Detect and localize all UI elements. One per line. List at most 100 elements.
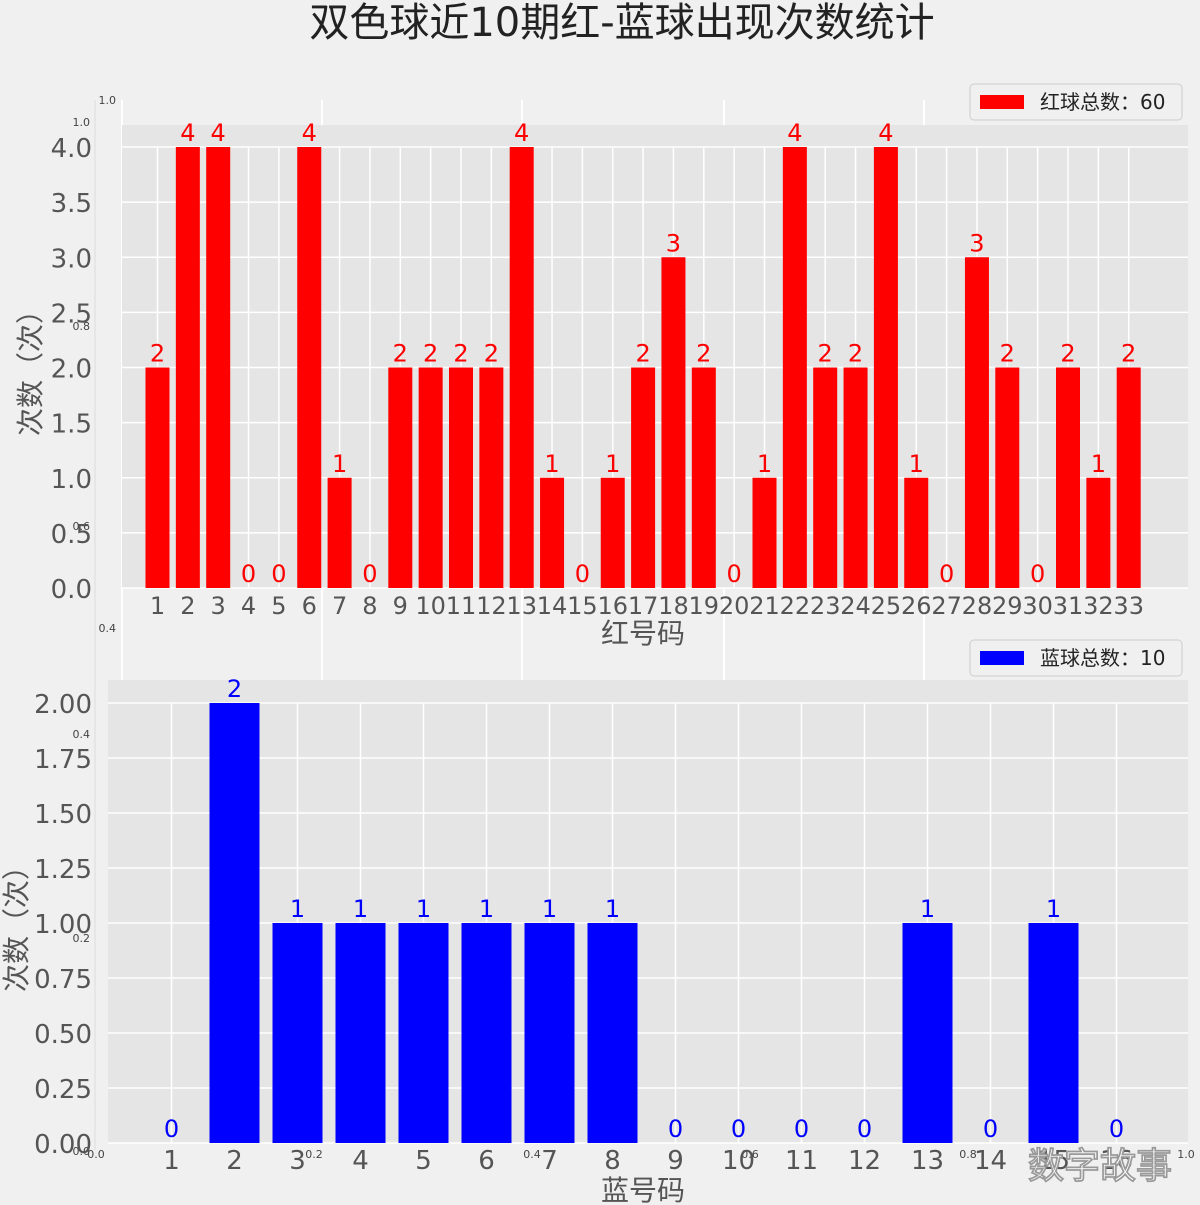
bar: [1028, 923, 1079, 1143]
ghost-y-tick: 1.0: [73, 116, 91, 129]
y-tick-label: 1.75: [34, 745, 92, 775]
figure-title: 双色球近10期红-蓝球出现次数统计: [309, 0, 934, 46]
red-x-axis-label: 红号码: [601, 617, 685, 650]
data-label: 2: [484, 340, 499, 368]
y-tick-label: 1.0: [51, 465, 92, 495]
data-label: 1: [1046, 895, 1061, 923]
red-legend-label: 红球总数：60: [1040, 90, 1165, 114]
x-tick-label: 16: [597, 592, 628, 620]
blue-x-ticks: 1 2 3 4 5 6 7 8 9 10 11 12 13 14 15 16: [163, 1146, 1133, 1176]
data-label: 1: [605, 450, 620, 478]
bar: [388, 367, 413, 588]
bar: [995, 367, 1020, 588]
bar: [1116, 367, 1141, 588]
data-label: 1: [920, 895, 935, 923]
ghost-x-tick: 0.6: [741, 1148, 759, 1161]
x-tick-label: 32: [1083, 592, 1114, 620]
watermark: 数字故事: [1028, 1146, 1172, 1187]
data-label: 1: [290, 895, 305, 923]
y-tick-label: 2.00: [34, 690, 92, 720]
data-label: 4: [514, 119, 529, 147]
ghost-y-tick: 0.2: [73, 932, 91, 945]
data-label: 0: [575, 560, 590, 588]
y-tick-label: 1.25: [34, 855, 92, 885]
x-tick-label: 8: [604, 1146, 621, 1176]
x-tick-label: 9: [667, 1146, 684, 1176]
x-tick-label: 9: [393, 592, 408, 620]
data-label: 1: [416, 895, 431, 923]
data-label: 2: [1000, 340, 1015, 368]
x-tick-label: 15: [567, 592, 598, 620]
data-label: 1: [479, 895, 494, 923]
data-label: 2: [1121, 340, 1136, 368]
data-label: 0: [857, 1115, 872, 1143]
red-x-ticks: 1 2 3 4 5 6 7 8 9 10 11 12 13 14 15 16 17 18 19 20 21 22 23 24 2…: [150, 592, 1144, 620]
blue-legend-swatch: [980, 651, 1024, 665]
data-label: 1: [757, 450, 772, 478]
x-tick-label: 18: [658, 592, 689, 620]
x-tick-label: 6: [302, 592, 317, 620]
x-tick-label: 19: [689, 592, 720, 620]
blue-data-labels: 0 2 1 1 1 1 1 1 0 0 0 0 1 0 1 0: [164, 675, 1124, 1143]
data-label: 3: [969, 229, 984, 257]
y-tick-label: 0.25: [34, 1075, 92, 1105]
x-tick-label: 3: [211, 592, 226, 620]
x-tick-label: 25: [871, 592, 902, 620]
y-tick-label: 0.50: [34, 1020, 92, 1050]
y-tick-label: 0.75: [34, 965, 92, 995]
bar: [902, 923, 953, 1143]
y-tick-label: 3.5: [51, 189, 92, 219]
data-label: 1: [605, 895, 620, 923]
data-label: 0: [1109, 1115, 1124, 1143]
data-label: 2: [150, 340, 165, 368]
bar: [461, 923, 512, 1143]
bar: [873, 147, 898, 588]
x-tick-label: 13: [506, 592, 537, 620]
bar: [398, 923, 449, 1143]
x-tick-label: 21: [749, 592, 780, 620]
data-label: 1: [353, 895, 368, 923]
bar: [145, 367, 170, 588]
x-tick-label: 16: [1100, 1146, 1133, 1176]
red-y-ticks: 0.0 0.5 1.0 1.5 2.0 2.5 3.0 3.5 4.0: [51, 134, 92, 605]
ghost-x-tick: 0.4: [523, 1148, 541, 1161]
y-tick-label: 1.50: [34, 800, 92, 830]
x-tick-label: 5: [271, 592, 286, 620]
data-label: 0: [164, 1115, 179, 1143]
data-label: 0: [1030, 560, 1045, 588]
bar: [964, 257, 989, 588]
data-label: 0: [241, 560, 256, 588]
bar: [509, 147, 534, 588]
data-label: 0: [362, 560, 377, 588]
bar: [691, 367, 716, 588]
ghost-y-tick: 0.4: [99, 622, 117, 635]
data-label: 0: [939, 560, 954, 588]
y-tick-label: 4.0: [51, 134, 92, 164]
x-tick-label: 5: [415, 1146, 432, 1176]
y-tick-label: 0.0: [51, 575, 92, 605]
data-label: 1: [332, 450, 347, 478]
x-tick-label: 7: [541, 1146, 558, 1176]
x-tick-label: 1: [150, 592, 165, 620]
bar: [752, 477, 777, 588]
data-label: 1: [909, 450, 924, 478]
x-tick-label: 7: [332, 592, 347, 620]
data-label: 0: [271, 560, 286, 588]
x-tick-label: 10: [722, 1146, 755, 1176]
x-tick-label: 24: [840, 592, 871, 620]
bar: [587, 923, 638, 1143]
data-label: 0: [668, 1115, 683, 1143]
bar: [524, 923, 575, 1143]
data-label: 2: [227, 675, 242, 703]
bar: [206, 147, 231, 588]
x-tick-label: 31: [1053, 592, 1084, 620]
data-label: 1: [544, 450, 559, 478]
bar: [479, 367, 504, 588]
x-tick-label: 14: [974, 1146, 1007, 1176]
x-tick-label: 30: [1022, 592, 1053, 620]
x-tick-label: 11: [785, 1146, 818, 1176]
x-tick-label: 33: [1113, 592, 1144, 620]
y-tick-label: 0.00: [34, 1130, 92, 1160]
